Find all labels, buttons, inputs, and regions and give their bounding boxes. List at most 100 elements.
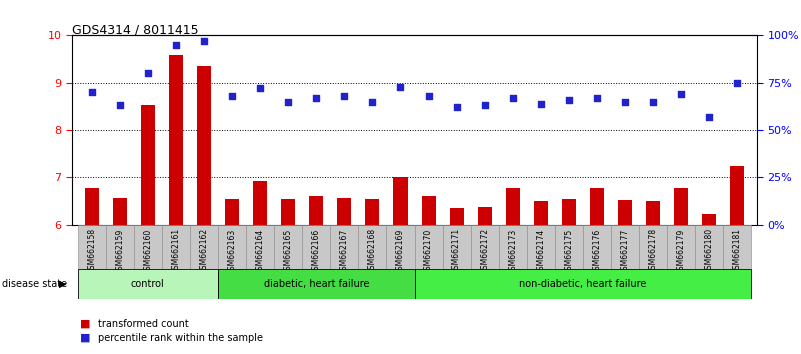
- Point: [506, 95, 519, 101]
- Text: GSM662164: GSM662164: [256, 228, 264, 275]
- Bar: [190, 225, 218, 269]
- Text: GSM662172: GSM662172: [480, 228, 489, 274]
- Point: [646, 99, 659, 104]
- Bar: [218, 269, 415, 299]
- Bar: [218, 225, 246, 269]
- Text: GSM662176: GSM662176: [593, 228, 602, 275]
- Bar: [274, 225, 302, 269]
- Point: [310, 95, 323, 101]
- Bar: [499, 225, 527, 269]
- Bar: [505, 188, 520, 225]
- Text: GSM662175: GSM662175: [565, 228, 574, 275]
- Bar: [225, 199, 239, 225]
- Point: [534, 101, 547, 107]
- Text: GDS4314 / 8011415: GDS4314 / 8011415: [72, 23, 199, 36]
- Point: [702, 114, 715, 120]
- Bar: [471, 225, 499, 269]
- Bar: [113, 198, 127, 225]
- Text: GSM662162: GSM662162: [199, 228, 208, 274]
- Point: [590, 95, 603, 101]
- Text: transformed count: transformed count: [98, 319, 188, 329]
- Point: [254, 86, 267, 91]
- Bar: [667, 225, 695, 269]
- Point: [478, 103, 491, 108]
- Point: [731, 80, 743, 86]
- Bar: [78, 225, 106, 269]
- Bar: [611, 225, 639, 269]
- Bar: [162, 225, 190, 269]
- Bar: [337, 198, 352, 225]
- Point: [114, 103, 127, 108]
- Bar: [302, 225, 330, 269]
- Bar: [330, 225, 358, 269]
- Bar: [415, 269, 751, 299]
- Point: [394, 84, 407, 89]
- Text: disease state: disease state: [2, 279, 66, 289]
- Text: GSM662169: GSM662169: [396, 228, 405, 275]
- Text: GSM662174: GSM662174: [537, 228, 545, 275]
- Text: GSM662165: GSM662165: [284, 228, 292, 275]
- Bar: [731, 166, 744, 225]
- Bar: [723, 225, 751, 269]
- Bar: [639, 225, 667, 269]
- Text: GSM662180: GSM662180: [705, 228, 714, 274]
- Text: GSM662168: GSM662168: [368, 228, 377, 274]
- Bar: [555, 225, 583, 269]
- Text: GSM662181: GSM662181: [733, 228, 742, 274]
- Point: [226, 93, 239, 99]
- Point: [562, 97, 575, 103]
- Text: GSM662179: GSM662179: [677, 228, 686, 275]
- Text: GSM662161: GSM662161: [171, 228, 180, 274]
- Text: non-diabetic, heart failure: non-diabetic, heart failure: [519, 279, 646, 289]
- Bar: [421, 196, 436, 225]
- Bar: [674, 188, 688, 225]
- Text: GSM662158: GSM662158: [87, 228, 96, 274]
- Bar: [386, 225, 415, 269]
- Text: control: control: [131, 279, 165, 289]
- Bar: [449, 208, 464, 225]
- Bar: [695, 225, 723, 269]
- Bar: [106, 225, 134, 269]
- Text: ■: ■: [80, 333, 91, 343]
- Bar: [646, 201, 660, 225]
- Point: [422, 93, 435, 99]
- Bar: [562, 199, 576, 225]
- Bar: [618, 200, 632, 225]
- Point: [450, 104, 463, 110]
- Bar: [85, 188, 99, 225]
- Bar: [197, 66, 211, 225]
- Point: [170, 42, 183, 48]
- Bar: [169, 55, 183, 225]
- Text: GSM662171: GSM662171: [452, 228, 461, 274]
- Point: [198, 38, 211, 44]
- Text: GSM662167: GSM662167: [340, 228, 349, 275]
- Text: diabetic, heart failure: diabetic, heart failure: [264, 279, 369, 289]
- Bar: [583, 225, 611, 269]
- Text: GSM662160: GSM662160: [143, 228, 152, 275]
- Bar: [78, 269, 218, 299]
- Point: [618, 99, 631, 104]
- Bar: [443, 225, 471, 269]
- Text: GSM662173: GSM662173: [509, 228, 517, 275]
- Point: [674, 91, 687, 97]
- Bar: [134, 225, 162, 269]
- Bar: [358, 225, 386, 269]
- Text: percentile rank within the sample: percentile rank within the sample: [98, 333, 263, 343]
- Text: GSM662159: GSM662159: [115, 228, 124, 275]
- Text: GSM662163: GSM662163: [227, 228, 236, 275]
- Point: [142, 70, 155, 76]
- Text: ▶: ▶: [59, 279, 66, 289]
- Bar: [253, 181, 268, 225]
- Point: [282, 99, 295, 104]
- Bar: [141, 105, 155, 225]
- Text: ■: ■: [80, 319, 91, 329]
- Point: [86, 89, 99, 95]
- Point: [366, 99, 379, 104]
- Bar: [309, 196, 324, 225]
- Point: [338, 93, 351, 99]
- Bar: [590, 188, 604, 225]
- Bar: [415, 225, 443, 269]
- Bar: [477, 207, 492, 225]
- Text: GSM662178: GSM662178: [649, 228, 658, 274]
- Bar: [702, 215, 716, 225]
